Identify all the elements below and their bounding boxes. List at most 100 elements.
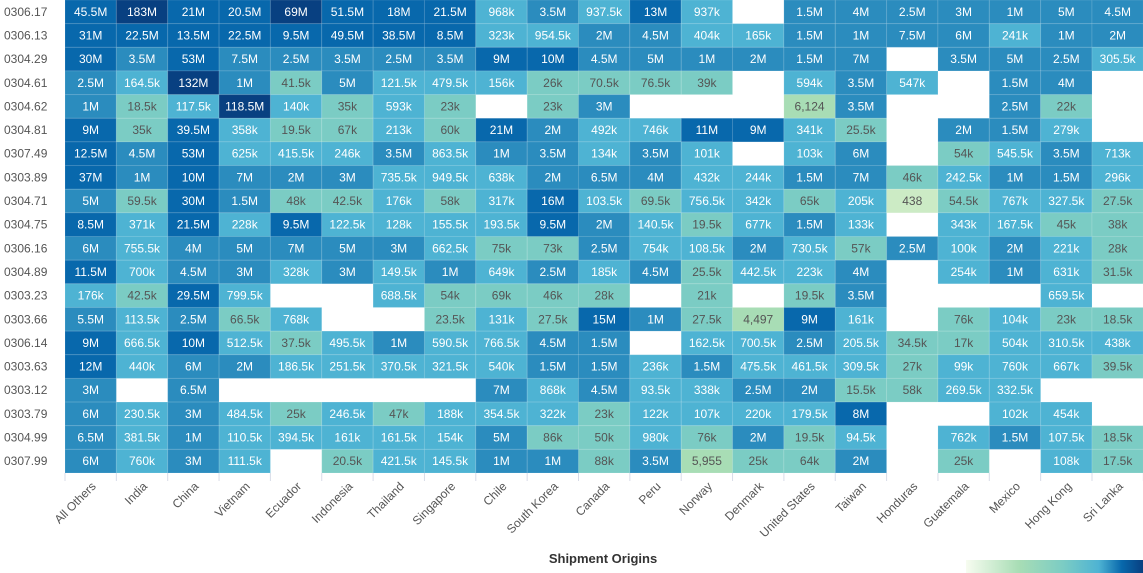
cell-value-label: 18.5k [1103, 431, 1133, 445]
heatmap-cell[interactable] [937, 448, 990, 474]
cell-value-label: 949.5k [432, 170, 469, 184]
cell-value-label: 700.5k [740, 336, 777, 350]
heatmap-cell[interactable] [732, 401, 785, 427]
cell-value-label: 1.5M [231, 194, 258, 208]
heatmap-cell[interactable] [629, 448, 682, 474]
cell-value-label: 25k [749, 454, 769, 468]
cell-value-label: 3.5M [1053, 147, 1080, 161]
heatmap-cell[interactable] [1091, 46, 1143, 72]
cell-value-label: 2.5M [899, 5, 926, 19]
cell-value-label: 21M [490, 123, 513, 137]
heatmap-cell[interactable] [732, 46, 785, 72]
cell-value-label: 868k [540, 383, 567, 397]
cell-value-label: 484.5k [227, 407, 264, 421]
cell-value-label: 3M [185, 454, 202, 468]
cell-value-label: 29.5M [177, 289, 210, 303]
cell-value-label: 746k [643, 123, 670, 137]
heatmap-cell[interactable] [732, 188, 785, 214]
heatmap-cell[interactable] [886, 188, 939, 214]
x-axis-title: Shipment Origins [549, 551, 657, 566]
cell-value-label: 140k [283, 99, 310, 113]
heatmap-cell[interactable] [475, 188, 528, 214]
heatmap-cell[interactable] [1091, 448, 1143, 474]
cell-value-label: 22.5M [228, 28, 261, 42]
heatmap-cell[interactable] [1040, 283, 1093, 308]
heatmap-cell[interactable] [218, 448, 271, 474]
heatmap-cell[interactable] [167, 448, 220, 474]
heatmap-cell[interactable] [834, 283, 888, 308]
cell-value-label: 122k [643, 407, 670, 421]
cell-value-label: 20.5k [333, 454, 363, 468]
heatmap-cell[interactable] [629, 188, 682, 214]
cell-value-label: 161k [848, 312, 875, 326]
heatmap-cell[interactable] [629, 401, 682, 427]
cell-value-label: 415.5k [278, 147, 315, 161]
row-label: 0306.13 [4, 28, 48, 42]
cell-value-label: 1.5M [694, 360, 721, 374]
cell-value-label: 354.5k [483, 407, 520, 421]
heatmap-cell[interactable] [218, 283, 271, 308]
cell-value-label: 440k [129, 360, 156, 374]
cell-value-label: 760k [129, 454, 156, 468]
row-label: 0304.62 [4, 99, 48, 113]
heatmap-cell[interactable] [886, 70, 939, 96]
heatmap-cell[interactable] [834, 141, 888, 167]
cell-value-label: 754k [643, 241, 670, 255]
cell-value-label: 438 [902, 194, 922, 208]
heatmap-cell[interactable] [629, 141, 682, 167]
heatmap-cell[interactable] [732, 259, 785, 285]
heatmap-cell[interactable] [167, 283, 220, 308]
cell-value-label: 8.5M [437, 28, 464, 42]
cell-value-label: 338k [694, 383, 721, 397]
heatmap-cell[interactable] [680, 141, 734, 167]
heatmap-cell[interactable] [629, 259, 682, 285]
heatmap-cell[interactable] [680, 70, 734, 96]
cell-value-label: 3M [185, 407, 202, 421]
heatmap-cell[interactable] [475, 401, 528, 427]
cell-value-label: 132M [178, 76, 208, 90]
heatmap-cell[interactable] [680, 283, 734, 308]
heatmap-cell[interactable] [886, 23, 939, 48]
cell-value-label: 954.5k [535, 28, 572, 42]
heatmap-cell[interactable] [629, 306, 682, 332]
heatmap-cell[interactable] [167, 401, 220, 427]
heatmap-cell[interactable] [732, 117, 785, 143]
heatmap-cell[interactable] [167, 141, 220, 167]
heatmap-cell[interactable] [475, 283, 528, 308]
heatmap-cell[interactable] [475, 70, 528, 96]
cell-value-label: 19.5k [692, 218, 722, 232]
cell-value-label: 167.5k [997, 218, 1034, 232]
cell-value-label: 4,497 [743, 312, 773, 326]
cell-value-label: 2.5M [745, 383, 772, 397]
heatmap-cell[interactable] [475, 448, 528, 474]
heatmap-cell[interactable] [629, 70, 682, 96]
heatmap-cell[interactable] [886, 236, 939, 261]
cell-value-label: 10M [182, 336, 205, 350]
heatmap-cell[interactable] [1091, 141, 1143, 167]
heatmap-cell[interactable] [834, 448, 888, 474]
heatmap-cell[interactable] [578, 283, 631, 308]
heatmap-cell[interactable] [167, 188, 220, 214]
cell-value-label: 593k [386, 99, 413, 113]
heatmap-cell[interactable] [475, 141, 528, 167]
heatmap-cell[interactable] [1091, 354, 1143, 379]
cell-value-label: 547k [899, 76, 926, 90]
heatmap-cell[interactable] [732, 448, 785, 474]
heatmap-cell[interactable] [886, 377, 939, 403]
heatmap-cell[interactable] [1091, 188, 1143, 214]
cell-value-label: 432k [694, 170, 721, 184]
heatmap-cell[interactable] [1040, 401, 1093, 427]
heatmap-cell[interactable] [1091, 259, 1143, 285]
cell-value-label: 25k [286, 407, 306, 421]
cell-value-label: 762k [951, 431, 978, 445]
row-label: 0304.29 [4, 52, 48, 66]
cell-value-label: 31.5k [1103, 265, 1133, 279]
cell-value-label: 103k [797, 147, 824, 161]
cell-value-label: 1.5M [591, 360, 618, 374]
cell-value-label: 667k [1053, 360, 1080, 374]
cell-value-label: 230.5k [124, 407, 161, 421]
cell-value-label: 21.5M [177, 218, 210, 232]
cell-value-label: 381.5k [124, 431, 161, 445]
cell-value-label: 2.5M [1053, 52, 1080, 66]
heatmap-cell[interactable] [834, 401, 888, 427]
